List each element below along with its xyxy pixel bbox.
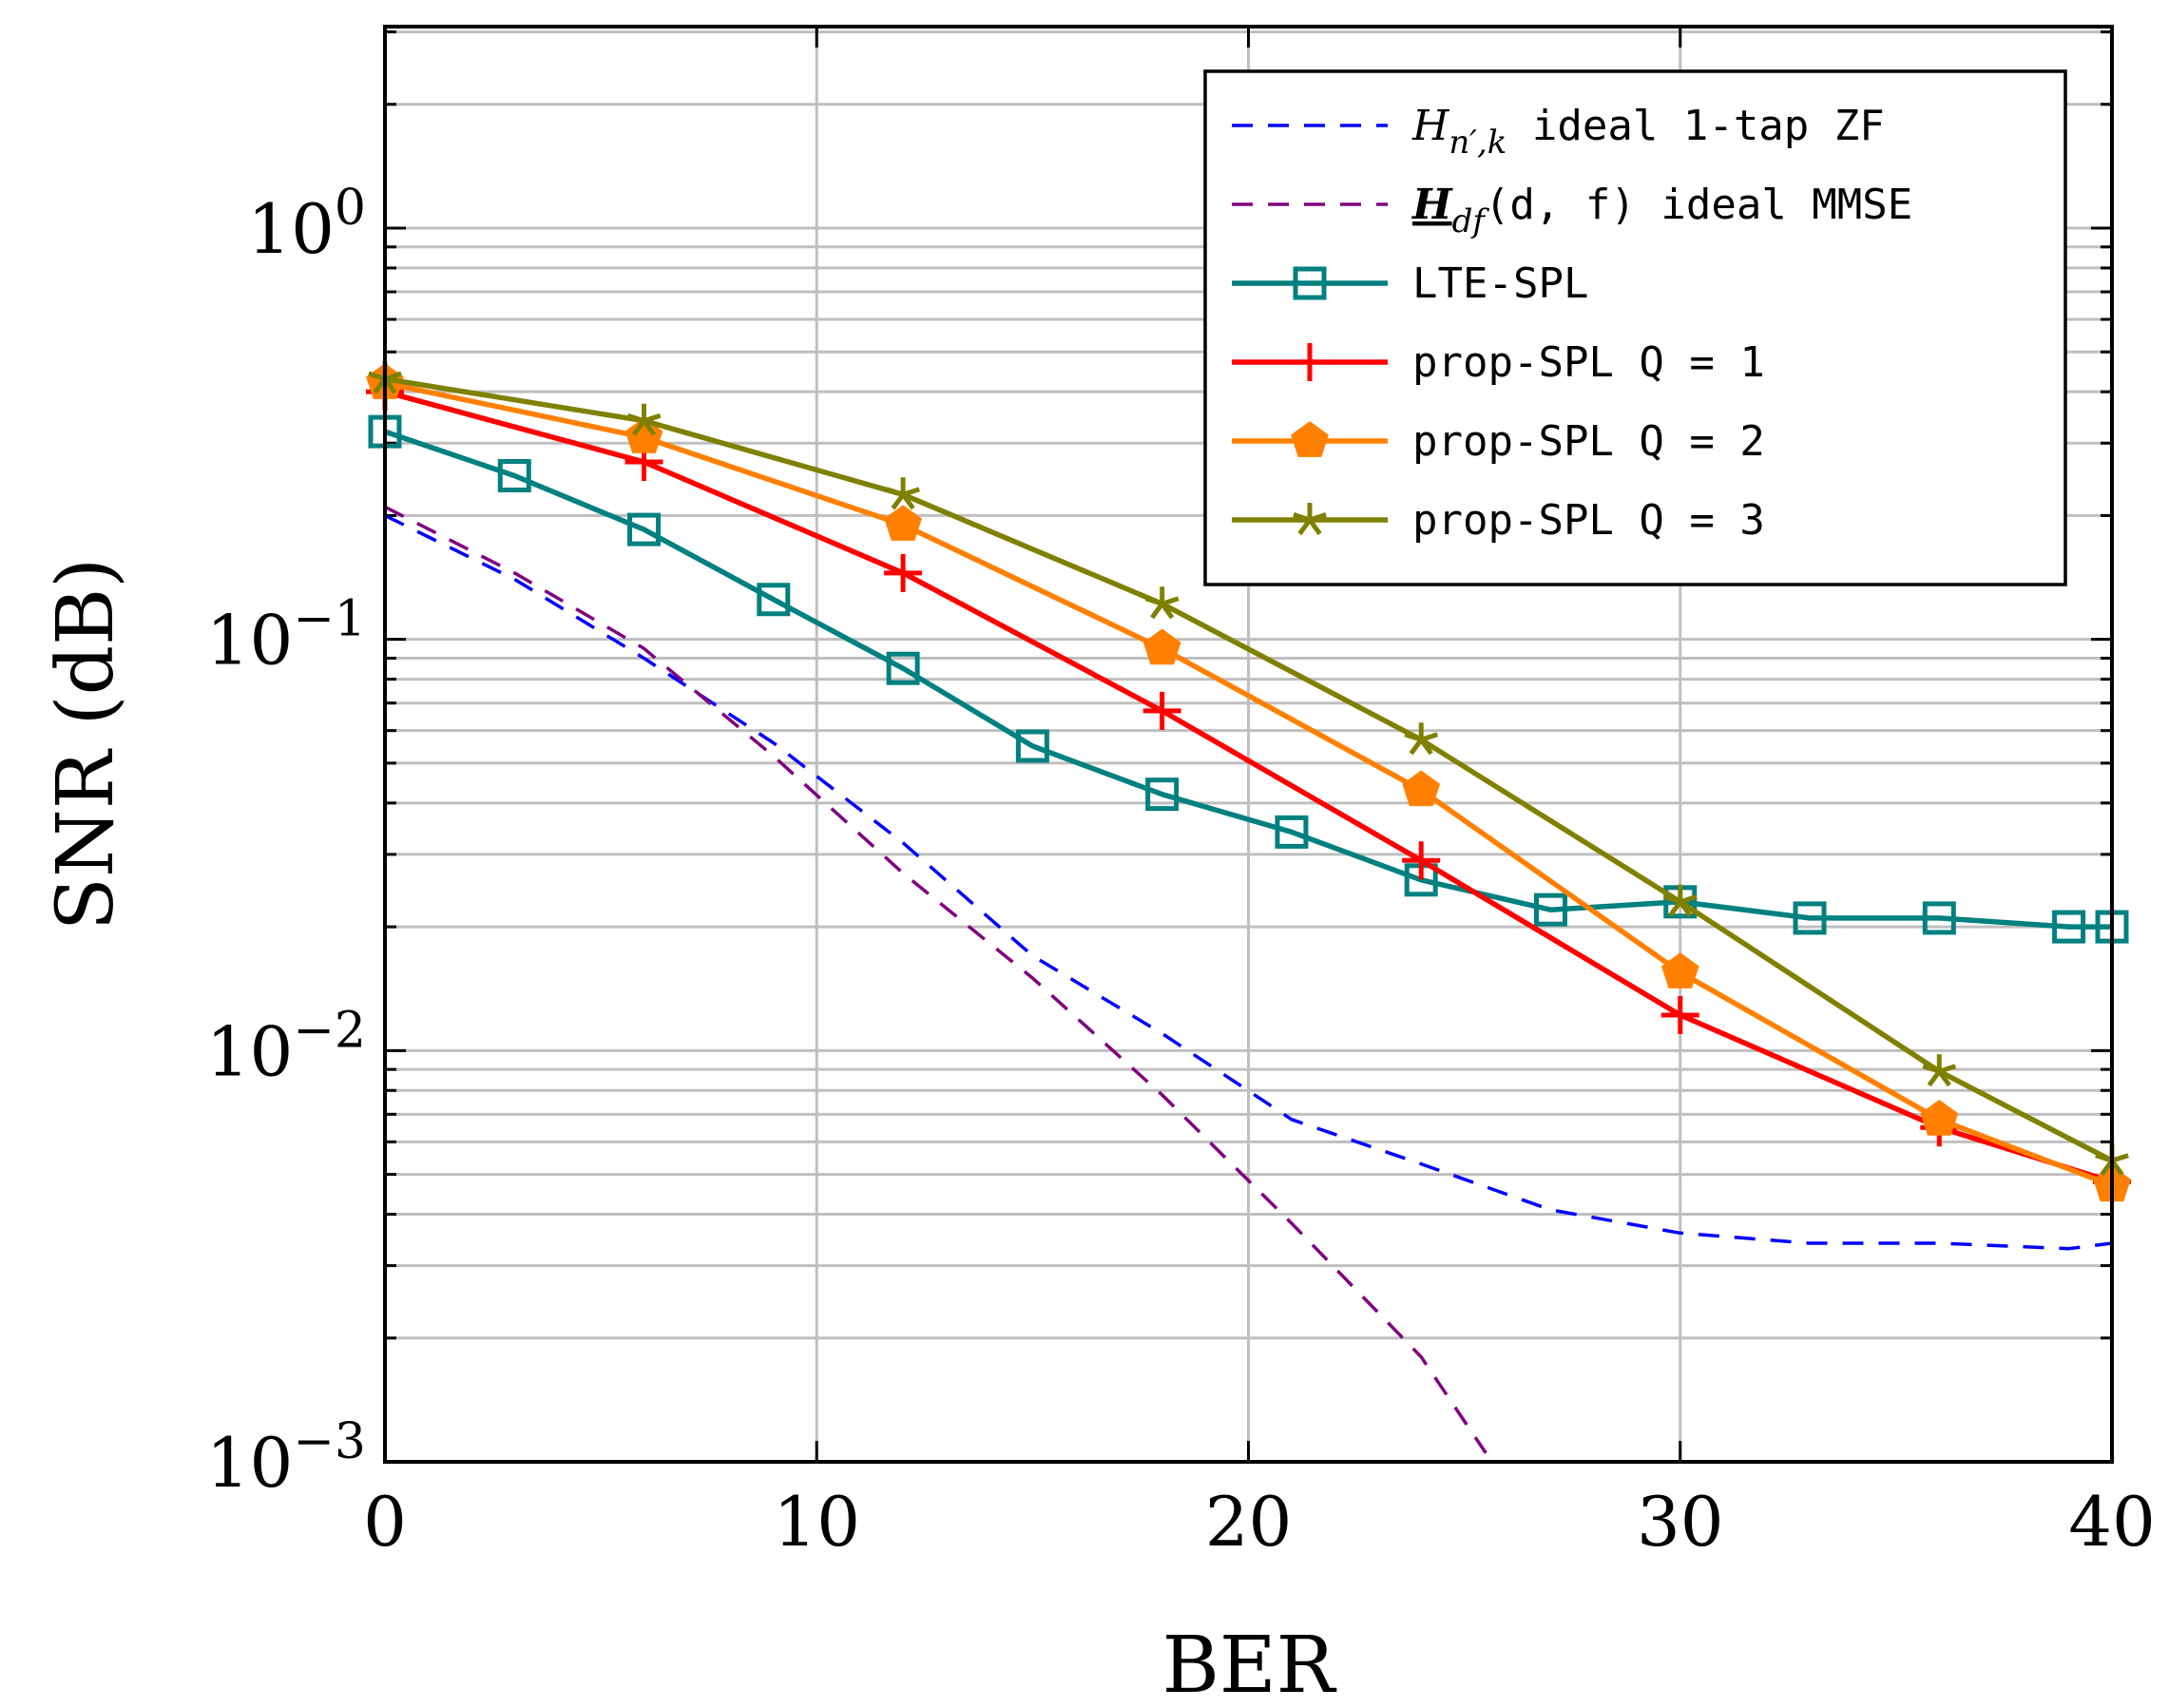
series-line	[384, 375, 2114, 1163]
data-point	[1275, 815, 1309, 849]
legend-label: LTE-SPL	[1412, 259, 1588, 308]
series-6	[368, 361, 2129, 1177]
data-point	[1144, 586, 1180, 620]
y-tick-label: 100	[247, 180, 366, 269]
legend-marker	[1291, 421, 1329, 457]
x-tick-labels: 0 10 20 30 40	[363, 1482, 2156, 1562]
data-point	[1660, 952, 1699, 988]
data-point	[1533, 892, 1567, 927]
legend-marker	[1293, 503, 1327, 536]
data-point	[1402, 841, 1441, 880]
legend-label: Hdf(d, f) ideal MMSE	[1411, 181, 1912, 240]
legend-label: Hn′,k ideal 1-tap ZF	[1411, 102, 1885, 162]
y-tick-label: 10−1	[206, 591, 366, 681]
legend-marker	[1293, 266, 1327, 300]
data-point	[1142, 691, 1181, 730]
y-tick-label: 10−2	[206, 1002, 366, 1091]
legend-entry: LTE-SPL	[1232, 259, 1588, 308]
legend-label: prop-SPL Q = 1	[1412, 338, 1765, 387]
data-point	[886, 477, 920, 510]
x-tick-label: 10	[773, 1482, 860, 1562]
series-2	[384, 505, 1488, 1454]
data-point	[1145, 777, 1180, 812]
legend-entry: Hn′,k ideal 1-tap ZF	[1232, 102, 1885, 162]
legend-entry: prop-SPL Q = 3	[1232, 496, 1765, 545]
data-point	[1922, 901, 1956, 935]
data-point	[1142, 628, 1181, 665]
data-point	[1922, 1054, 1957, 1087]
series-line	[384, 505, 1488, 1454]
y-axis-title: SNR (dB)	[41, 558, 131, 931]
data-point	[497, 458, 531, 492]
plot-frame	[383, 25, 2114, 1464]
data-point	[2052, 910, 2086, 944]
legend-entry: prop-SPL Q = 2	[1232, 417, 1765, 466]
series-line	[384, 389, 2113, 1184]
data-point	[1660, 995, 1699, 1034]
data-point	[884, 553, 923, 592]
series-line	[384, 380, 2113, 1188]
data-point	[1920, 1099, 1959, 1136]
data-point	[1793, 901, 1827, 935]
legend-label: prop-SPL Q = 3	[1412, 496, 1765, 545]
data-point	[626, 403, 662, 436]
data-point	[1404, 722, 1439, 756]
x-tick-label: 0	[363, 1482, 407, 1562]
data-point	[624, 417, 663, 453]
series-layer	[366, 361, 2131, 1454]
data-point	[1662, 884, 1698, 917]
x-tick-label: 40	[2068, 1482, 2156, 1562]
data-point	[884, 505, 922, 541]
legend-marker	[1291, 343, 1329, 381]
legend-label: prop-SPL Q = 2	[1412, 417, 1765, 466]
x-tick-label: 30	[1637, 1482, 1724, 1562]
x-axis-title: BER	[1162, 1621, 1337, 1708]
y-tick-labels: 100 10−1 10−2 10−3	[206, 180, 366, 1503]
data-point	[1402, 770, 1441, 807]
series-line	[384, 513, 2113, 1251]
data-point	[757, 583, 791, 617]
data-point	[886, 651, 920, 685]
data-point	[1015, 729, 1049, 763]
data-point	[627, 512, 662, 547]
y-tick-label: 10−3	[206, 1413, 366, 1503]
series-line	[384, 429, 2112, 930]
x-tick-label: 20	[1205, 1482, 1293, 1562]
legend-entry: prop-SPL Q = 1	[1232, 338, 1765, 387]
legend-box	[1203, 69, 2067, 586]
series-1	[384, 513, 2113, 1251]
legend: Hn′,k ideal 1-tap ZF Hdf(d, f) ideal MMSE…	[1203, 69, 2067, 586]
legend-entry: Hdf(d, f) ideal MMSE	[1232, 181, 1912, 240]
series-3	[368, 414, 2129, 944]
